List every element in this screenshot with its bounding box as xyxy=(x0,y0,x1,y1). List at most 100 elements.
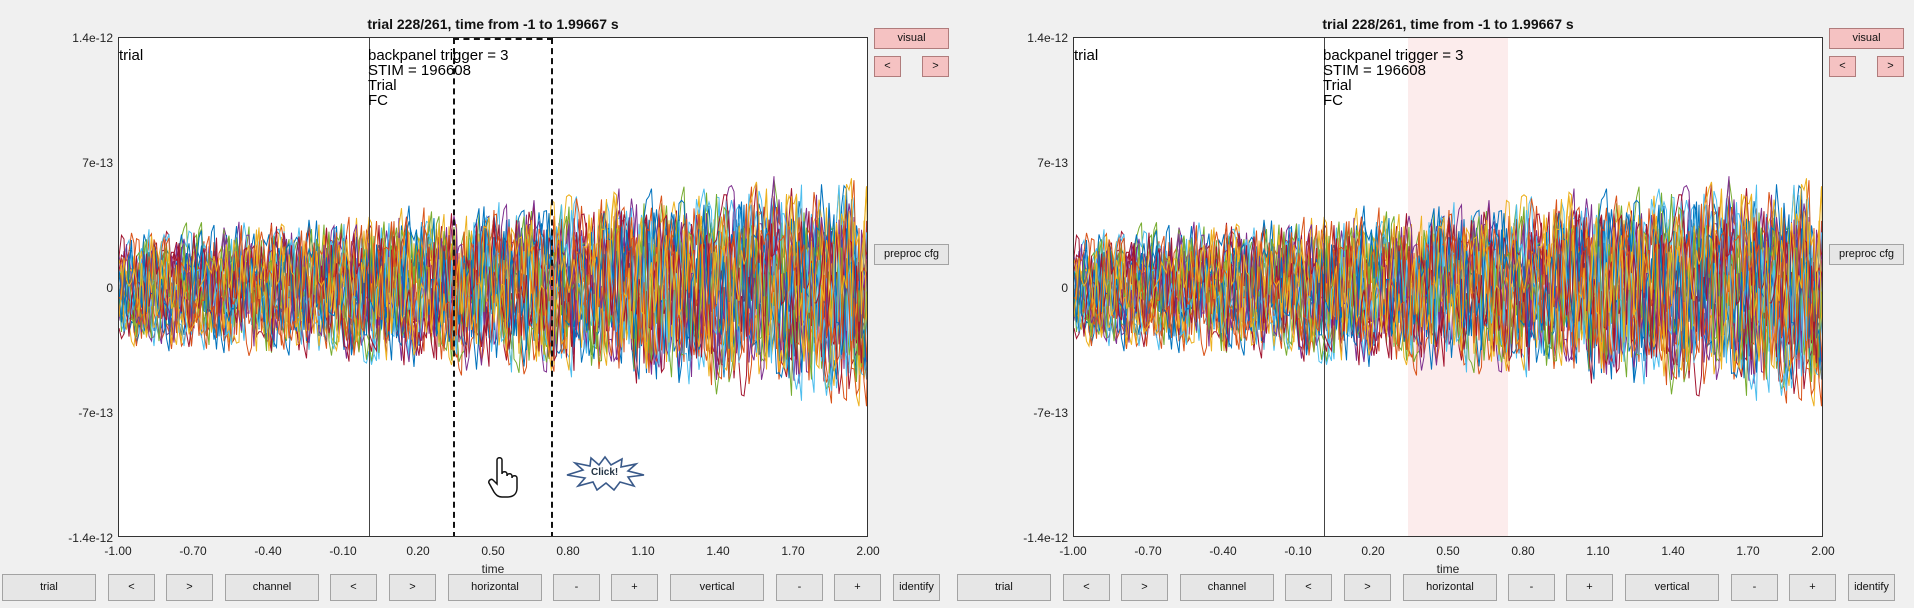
channel-trace xyxy=(119,181,867,394)
x-tick-label: 0.50 xyxy=(481,544,505,558)
trigger-line xyxy=(369,38,370,536)
horizontal-zoom-out-button[interactable]: - xyxy=(553,574,600,601)
x-tick-label: 2.00 xyxy=(856,544,880,558)
trigger-line xyxy=(1324,38,1325,536)
event-annotation: backpanel trigger = 3 STIM = 196608 Tria… xyxy=(368,48,509,108)
x-tick-label: 0.80 xyxy=(1511,544,1535,558)
x-tick-label: 0.80 xyxy=(556,544,580,558)
identify-button[interactable]: identify xyxy=(893,574,940,601)
horizontal-button[interactable]: horizontal xyxy=(448,574,542,601)
x-tick-label: -1.00 xyxy=(104,544,132,558)
right-panel: trial 228/261, time from -1 to 1.99667 s… xyxy=(957,0,1914,608)
horizontal-zoom-out-button[interactable]: - xyxy=(1508,574,1555,601)
signal-traces xyxy=(1074,176,1822,407)
click-badge-icon xyxy=(566,455,645,491)
x-tick-label: 2.00 xyxy=(1811,544,1835,558)
y-tick-label: -7e-13 xyxy=(78,406,113,420)
channel-trace xyxy=(1074,181,1822,377)
channel-trace xyxy=(1074,188,1822,390)
y-tick-label: -1.4e-12 xyxy=(1023,531,1068,545)
horizontal-button[interactable]: horizontal xyxy=(1403,574,1497,601)
x-tick-label: 0.20 xyxy=(1361,544,1385,558)
bottom-toolbar: trial < > channel < > horizontal - + ver… xyxy=(0,574,957,602)
bottom-toolbar: trial < > channel < > horizontal - + ver… xyxy=(957,574,1914,602)
channel-trace xyxy=(119,188,867,390)
vertical-zoom-out-button[interactable]: - xyxy=(1731,574,1778,601)
event-line: backpanel trigger = 3 xyxy=(368,47,509,64)
channel-trace xyxy=(119,181,867,377)
signal-traces xyxy=(119,176,867,407)
channel-next-button[interactable]: > xyxy=(389,574,436,601)
channel-button[interactable]: channel xyxy=(225,574,319,601)
vertical-zoom-in-button[interactable]: + xyxy=(1789,574,1836,601)
plot-title: trial 228/261, time from -1 to 1.99667 s xyxy=(1322,16,1574,32)
x-axis-label: time xyxy=(481,562,505,576)
x-tick-label: -1.00 xyxy=(1059,544,1087,558)
prev-view-button[interactable]: < xyxy=(874,56,901,77)
x-tick-label: 1.10 xyxy=(1586,544,1610,558)
event-line: FC xyxy=(1323,92,1343,109)
x-tick-label: 1.40 xyxy=(706,544,730,558)
visual-button[interactable]: visual xyxy=(874,28,949,49)
selection-box[interactable] xyxy=(453,38,553,536)
horizontal-zoom-in-button[interactable]: + xyxy=(1566,574,1613,601)
y-tick-label: -7e-13 xyxy=(1033,406,1068,420)
event-line: STIM = 196608 xyxy=(368,62,471,79)
next-view-button[interactable]: > xyxy=(922,56,949,77)
event-line: Trial xyxy=(1323,77,1352,94)
channel-button[interactable]: channel xyxy=(1180,574,1274,601)
x-tick-label: -0.40 xyxy=(1209,544,1237,558)
x-tick-label: 1.10 xyxy=(631,544,655,558)
trial-prev-button[interactable]: < xyxy=(108,574,155,601)
event-annotation: backpanel trigger = 3 STIM = 196608 Tria… xyxy=(1323,48,1464,108)
visual-button[interactable]: visual xyxy=(1829,28,1904,49)
trial-label: trial xyxy=(1074,47,1099,64)
trial-label: trial xyxy=(119,47,144,64)
y-tick-label: 7e-13 xyxy=(82,156,113,170)
hand-cursor-icon xyxy=(488,457,518,498)
y-tick-label: 7e-13 xyxy=(1037,156,1068,170)
channel-next-button[interactable]: > xyxy=(1344,574,1391,601)
preproc-cfg-button[interactable]: preproc cfg xyxy=(1829,244,1904,265)
trial-button[interactable]: trial xyxy=(2,574,96,601)
channel-prev-button[interactable]: < xyxy=(330,574,377,601)
signal-plot-axes[interactable]: trial backpanel trigger = 3 STIM = 19660… xyxy=(1073,37,1823,537)
channel-trace xyxy=(119,186,867,407)
x-axis-label: time xyxy=(1436,562,1460,576)
trial-next-button[interactable]: > xyxy=(1121,574,1168,601)
event-line: STIM = 196608 xyxy=(1323,62,1426,79)
event-line: Trial xyxy=(368,77,397,94)
preproc-cfg-button[interactable]: preproc cfg xyxy=(874,244,949,265)
trial-next-button[interactable]: > xyxy=(166,574,213,601)
next-view-button[interactable]: > xyxy=(1877,56,1904,77)
channel-trace xyxy=(1074,186,1822,407)
channel-prev-button[interactable]: < xyxy=(1285,574,1332,601)
vertical-button[interactable]: vertical xyxy=(670,574,764,601)
left-panel: trial 228/261, time from -1 to 1.99667 s… xyxy=(0,16,957,602)
y-tick-label: 0 xyxy=(106,281,113,295)
y-tick-label: -1.4e-12 xyxy=(68,531,113,545)
x-tick-label: -0.10 xyxy=(1284,544,1312,558)
x-tick-label: 0.20 xyxy=(406,544,430,558)
prev-view-button[interactable]: < xyxy=(1829,56,1856,77)
event-line: backpanel trigger = 3 xyxy=(1323,47,1464,64)
x-tick-label: 1.70 xyxy=(781,544,805,558)
trial-button[interactable]: trial xyxy=(957,574,1051,601)
x-tick-label: -0.40 xyxy=(254,544,282,558)
vertical-button[interactable]: vertical xyxy=(1625,574,1719,601)
identify-button[interactable]: identify xyxy=(1848,574,1895,601)
channel-trace xyxy=(1074,184,1822,396)
x-tick-label: 1.40 xyxy=(1661,544,1685,558)
channel-trace xyxy=(119,184,867,396)
y-tick-label: 1.4e-12 xyxy=(72,31,113,45)
click-badge-text: Click! xyxy=(591,467,619,478)
vertical-zoom-in-button[interactable]: + xyxy=(834,574,881,601)
vertical-zoom-out-button[interactable]: - xyxy=(776,574,823,601)
x-tick-label: -0.10 xyxy=(329,544,357,558)
trial-prev-button[interactable]: < xyxy=(1063,574,1110,601)
signal-plot-axes[interactable]: trial backpanel trigger = 3 STIM = 19660… xyxy=(118,37,868,537)
horizontal-zoom-in-button[interactable]: + xyxy=(611,574,658,601)
x-tick-label: -0.70 xyxy=(179,544,207,558)
x-tick-label: 1.70 xyxy=(1736,544,1760,558)
channel-trace xyxy=(1074,181,1822,394)
